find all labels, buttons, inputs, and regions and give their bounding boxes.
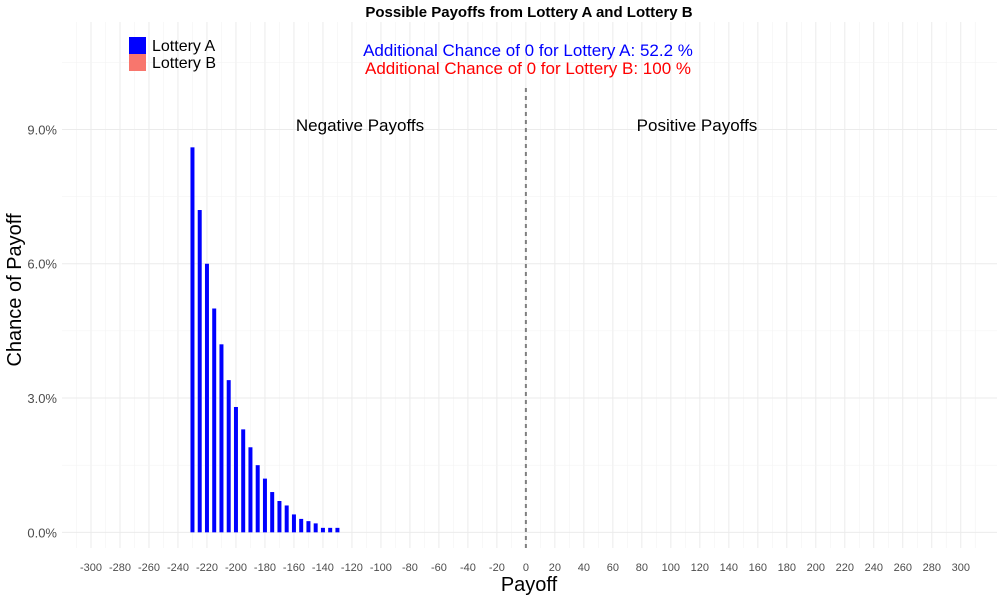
x-tick-label: 220	[836, 562, 854, 574]
x-tick-label: 40	[578, 562, 590, 574]
x-tick-label: 0	[523, 562, 529, 574]
x-tick-label: -40	[460, 562, 476, 574]
positive-payoffs-label: Positive Payoffs	[637, 116, 758, 135]
x-tick-label: -20	[489, 562, 505, 574]
legend-label-lottery-a: Lottery A	[152, 38, 215, 55]
x-tick-label: -280	[109, 562, 131, 574]
bar-lottery-a	[241, 429, 246, 533]
y-tick-label: 3.0%	[27, 391, 57, 406]
x-tick-label: -300	[80, 562, 102, 574]
bar-lottery-a	[219, 344, 224, 533]
x-tick-label: 180	[778, 562, 796, 574]
x-tick-label: 60	[607, 562, 619, 574]
x-tick-label: -220	[196, 562, 218, 574]
bar-lottery-a	[306, 521, 311, 533]
chart-title: Possible Payoffs from Lottery A and Lott…	[365, 4, 692, 21]
x-tick-label: -160	[283, 562, 305, 574]
bars	[190, 147, 340, 533]
x-tick-label: -260	[138, 562, 160, 574]
chance-annotation-b: Additional Chance of 0 for Lottery B: 10…	[365, 59, 691, 78]
x-tick-label: -80	[402, 562, 418, 574]
x-tick-label: -240	[167, 562, 189, 574]
y-tick-label: 0.0%	[27, 525, 57, 540]
bar-lottery-a	[197, 210, 202, 533]
x-tick-label: 200	[807, 562, 825, 574]
bar-lottery-a	[212, 308, 217, 533]
x-tick-label: 300	[952, 562, 970, 574]
legend-swatch-lottery-b	[129, 54, 146, 71]
x-tick-label: 20	[549, 562, 561, 574]
bar-lottery-a	[255, 465, 260, 533]
x-tick-label: 80	[636, 562, 648, 574]
x-tick-label: 120	[691, 562, 709, 574]
legend-label-lottery-b: Lottery B	[152, 55, 216, 72]
bar-lottery-a	[190, 147, 195, 533]
bar-lottery-a	[320, 527, 325, 533]
y-tick-label: 9.0%	[27, 122, 57, 137]
bar-lottery-a	[291, 514, 296, 533]
x-tick-label: -120	[341, 562, 363, 574]
chance-annotation-a: Additional Chance of 0 for Lottery A: 52…	[363, 41, 693, 60]
bar-lottery-a	[299, 518, 304, 533]
bar-lottery-a	[335, 527, 340, 533]
x-tick-label: -200	[225, 562, 247, 574]
bar-lottery-a	[226, 380, 231, 533]
x-tick-label: -180	[254, 562, 276, 574]
x-axis-label: Payoff	[501, 574, 558, 596]
tick-labels: -300 -280 -260 -240 -220 -200 -180 -160 -140 -120…	[27, 122, 970, 574]
x-tick-label: -140	[312, 562, 334, 574]
bar-lottery-a	[277, 500, 282, 533]
x-tick-label: 100	[662, 562, 680, 574]
x-tick-label: 160	[749, 562, 767, 574]
bar-lottery-a	[328, 527, 333, 533]
bar-lottery-a	[262, 478, 267, 533]
bar-lottery-a	[233, 406, 238, 533]
grid	[62, 22, 997, 548]
x-tick-label: -100	[370, 562, 392, 574]
bar-lottery-a	[204, 263, 209, 533]
bar-lottery-a	[313, 523, 318, 533]
x-tick-label: 280	[923, 562, 941, 574]
y-tick-label: 6.0%	[27, 257, 57, 272]
y-axis-label: Chance of Payoff	[4, 213, 26, 367]
x-tick-label: -60	[431, 562, 447, 574]
x-tick-label: 260	[894, 562, 912, 574]
legend: Lottery A Lottery B	[129, 37, 216, 72]
legend-swatch-lottery-a	[129, 37, 146, 54]
x-tick-label: 240	[865, 562, 883, 574]
x-tick-label: 140	[720, 562, 738, 574]
negative-payoffs-label: Negative Payoffs	[296, 116, 424, 135]
bar-lottery-a	[248, 447, 253, 533]
bar-lottery-a	[270, 492, 275, 533]
bar-lottery-a	[284, 505, 289, 533]
